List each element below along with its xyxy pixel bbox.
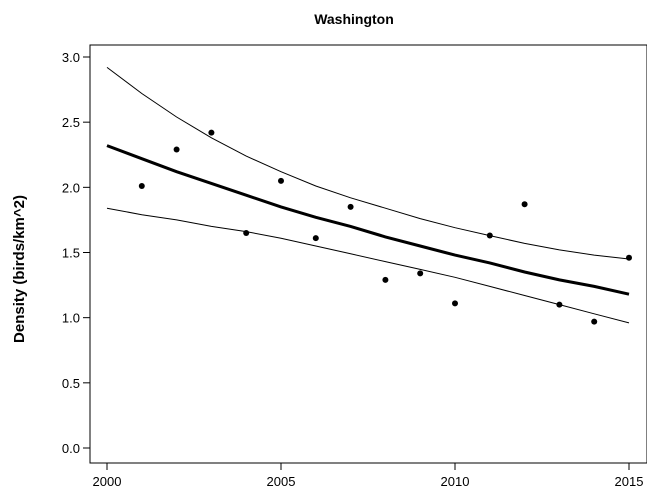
data-point-2 bbox=[208, 129, 215, 136]
data-point-14 bbox=[626, 254, 632, 261]
x-tick-label-2: 2010 bbox=[441, 474, 470, 489]
x-tick-label-1: 2005 bbox=[267, 474, 296, 489]
data-point-3 bbox=[243, 229, 250, 236]
y-tick-label-2: 1.0 bbox=[62, 311, 80, 326]
data-point-10 bbox=[486, 232, 493, 239]
x-axis: 2000 2005 2010 2015 bbox=[93, 463, 644, 489]
x-tick-label-3: 2015 bbox=[615, 474, 644, 489]
data-point-5 bbox=[312, 235, 319, 242]
data-point-0 bbox=[138, 183, 145, 190]
lower-bound-line bbox=[106, 207, 630, 324]
y-axis-label: Density (birds/km^2) bbox=[11, 195, 28, 343]
plot-frame bbox=[89, 44, 647, 464]
data-point-6 bbox=[347, 203, 354, 210]
trend-line bbox=[106, 144, 630, 296]
y-tick-label-6: 3.0 bbox=[62, 50, 80, 65]
data-point-13 bbox=[591, 318, 598, 325]
data-point-7 bbox=[382, 276, 389, 283]
data-point-12 bbox=[556, 301, 563, 308]
y-tick-label-5: 2.5 bbox=[62, 115, 80, 130]
data-point-11 bbox=[521, 201, 528, 208]
y-tick-label-1: 0.5 bbox=[62, 376, 80, 391]
y-axis: 0.0 0.5 1.0 1.5 2.0 2.5 3.0 bbox=[62, 50, 90, 456]
chart-title: Washington bbox=[314, 11, 394, 27]
y-tick-label-0: 0.0 bbox=[62, 441, 80, 456]
data-point-1 bbox=[173, 146, 180, 153]
data-point-8 bbox=[417, 270, 424, 277]
upper-bound-line bbox=[106, 67, 630, 260]
y-tick-label-4: 2.0 bbox=[62, 180, 80, 195]
x-tick-label-0: 2000 bbox=[93, 474, 122, 489]
data-point-4 bbox=[278, 177, 284, 184]
y-tick-label-3: 1.5 bbox=[62, 246, 80, 261]
data-point-9 bbox=[452, 300, 458, 307]
series-layer bbox=[106, 67, 632, 325]
